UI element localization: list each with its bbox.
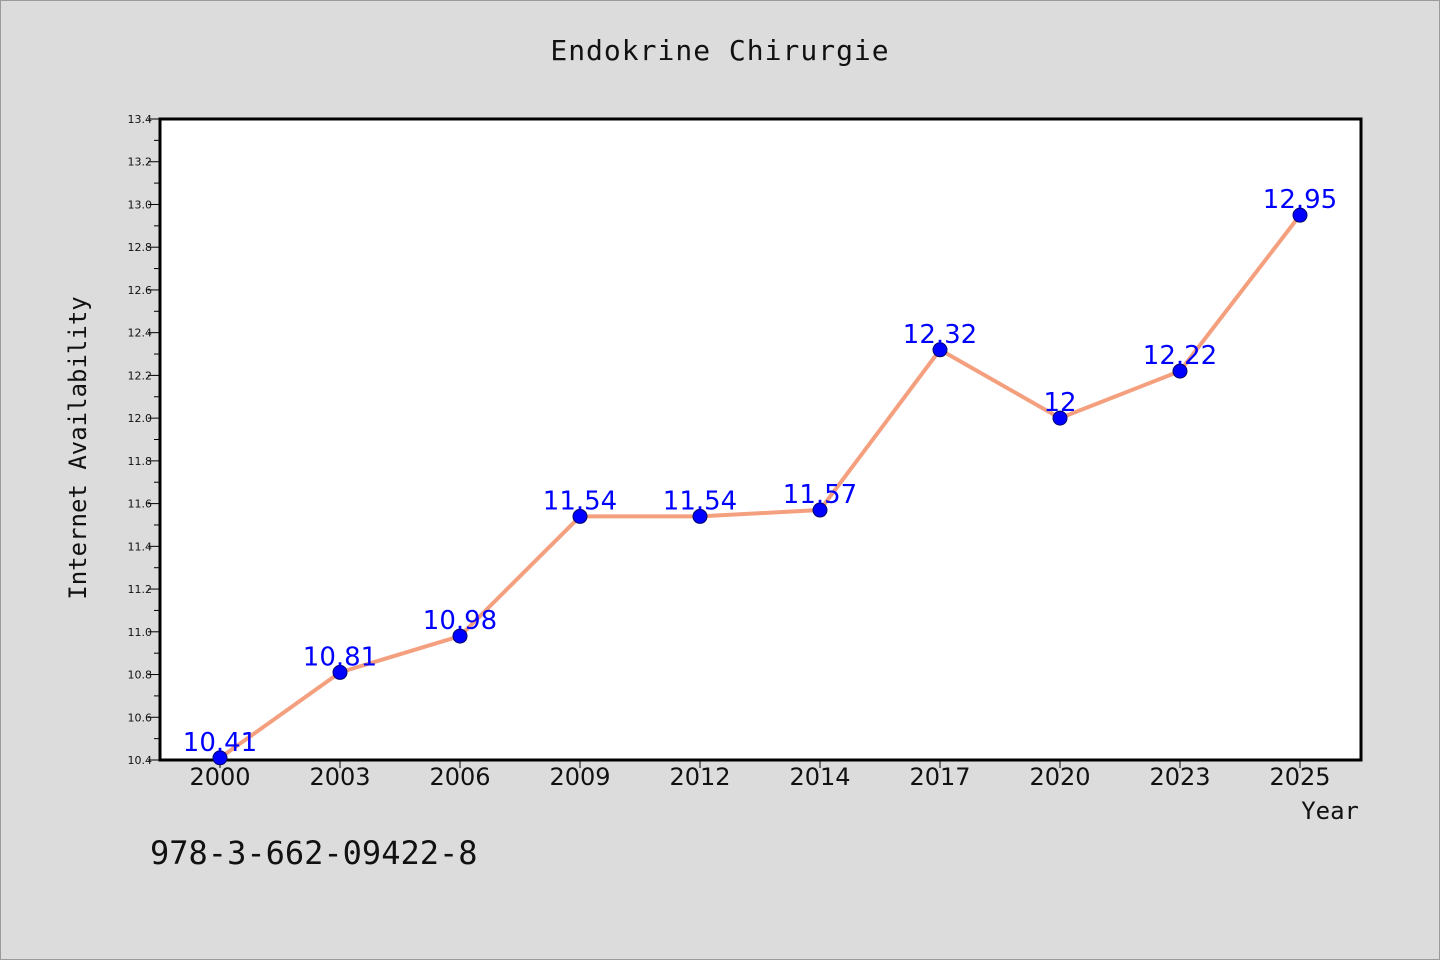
y-tick-label: 11.2 — [128, 583, 153, 596]
data-label: 10.98 — [423, 606, 497, 636]
y-tick-label: 12.2 — [128, 369, 153, 382]
y-tick-label: 12.8 — [128, 241, 153, 254]
data-point — [212, 750, 228, 766]
x-tick-label: 2012 — [669, 763, 730, 791]
y-tick-label: 12.0 — [128, 412, 153, 425]
y-tick-label: 11.0 — [128, 626, 153, 639]
x-tick-label: 2014 — [789, 763, 850, 791]
x-tick-label: 2017 — [909, 763, 970, 791]
x-tick-label: 2006 — [429, 763, 490, 791]
data-point — [1172, 363, 1188, 379]
data-point — [1292, 207, 1308, 223]
data-point — [332, 664, 348, 680]
y-tick-label: 10.4 — [128, 754, 153, 767]
x-tick-label: 2023 — [1149, 763, 1210, 791]
y-tick-label: 10.8 — [128, 669, 153, 682]
data-label: 12.95 — [1263, 185, 1337, 215]
y-axis-label: Internet Availability — [64, 296, 92, 599]
y-tick-label: 11.4 — [128, 540, 153, 553]
x-axis-label: Year — [1301, 797, 1359, 825]
series-line — [218, 213, 1302, 760]
x-tick-label: 2003 — [309, 763, 370, 791]
data-label: 10.41 — [183, 728, 257, 758]
y-tick-label: 10.6 — [128, 711, 153, 724]
x-tick-label: 2009 — [549, 763, 610, 791]
data-label: 12.22 — [1143, 341, 1217, 371]
data-point — [1052, 410, 1068, 426]
chart-title: Endokrine Chirurgie — [550, 34, 890, 67]
data-point — [452, 628, 468, 644]
data-point — [932, 342, 948, 358]
series-group: 10.41 10.81 10.98 11.54 11.54 11.57 12.32 12 12.… — [183, 185, 1337, 766]
y-tick-label: 11.6 — [128, 498, 153, 511]
x-axis: 2000 2003 2006 2009 2012 2014 2017 2020 2023 2025 — [189, 760, 1331, 791]
data-label: 11.57 — [783, 480, 857, 510]
y-tick-label: 13.0 — [128, 198, 153, 211]
data-label: 12 — [1043, 388, 1076, 418]
y-tick-label: 13.4 — [128, 113, 153, 126]
data-label: 12.32 — [903, 320, 977, 350]
x-tick-label: 2025 — [1269, 763, 1330, 791]
y-tick-label: 11.8 — [128, 455, 153, 468]
y-axis: 10.4 10.6 10.8 11.0 11.2 11.4 11.6 11.8 12.0 12.2… — [128, 113, 160, 767]
y-tick-label: 12.4 — [128, 327, 153, 340]
y-tick-label: 12.6 — [128, 284, 153, 297]
plot-area — [158, 117, 1363, 762]
data-label: 10.81 — [303, 642, 377, 672]
data-label: 11.54 — [663, 486, 737, 516]
y-tick-label: 13.2 — [128, 156, 153, 169]
data-point — [692, 508, 708, 524]
data-point — [572, 508, 588, 524]
data-label: 11.54 — [543, 486, 617, 516]
x-tick-label: 2020 — [1029, 763, 1090, 791]
data-point — [812, 502, 828, 518]
x-tick-label: 2000 — [189, 763, 250, 791]
isbn-text: 978-3-662-09422-8 — [150, 834, 478, 872]
